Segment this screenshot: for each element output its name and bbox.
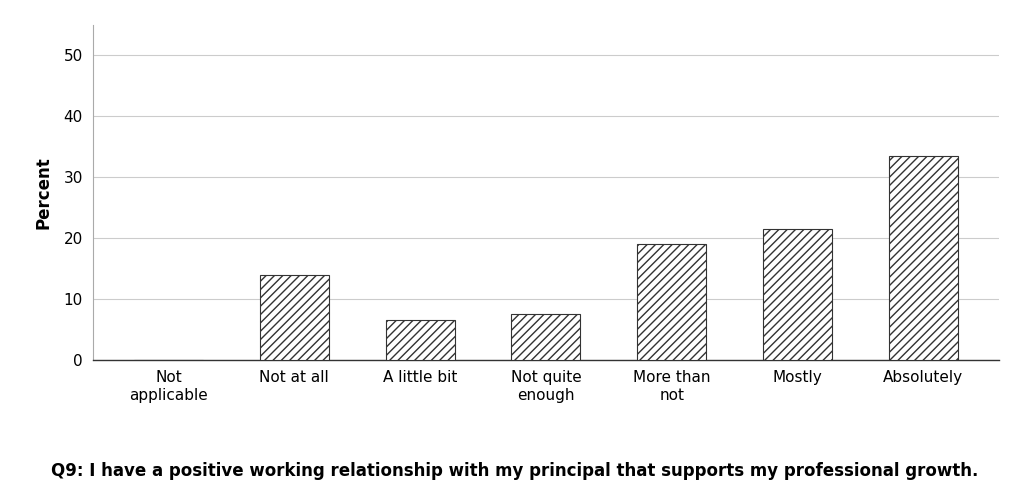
Bar xyxy=(638,244,707,360)
Bar xyxy=(889,156,958,360)
Y-axis label: Percent: Percent xyxy=(34,156,53,229)
Bar xyxy=(511,314,581,360)
Bar xyxy=(260,274,329,360)
Bar xyxy=(763,229,832,360)
Bar xyxy=(385,320,454,360)
Text: Q9: I have a positive working relationship with my principal that supports my pr: Q9: I have a positive working relationsh… xyxy=(52,462,978,480)
